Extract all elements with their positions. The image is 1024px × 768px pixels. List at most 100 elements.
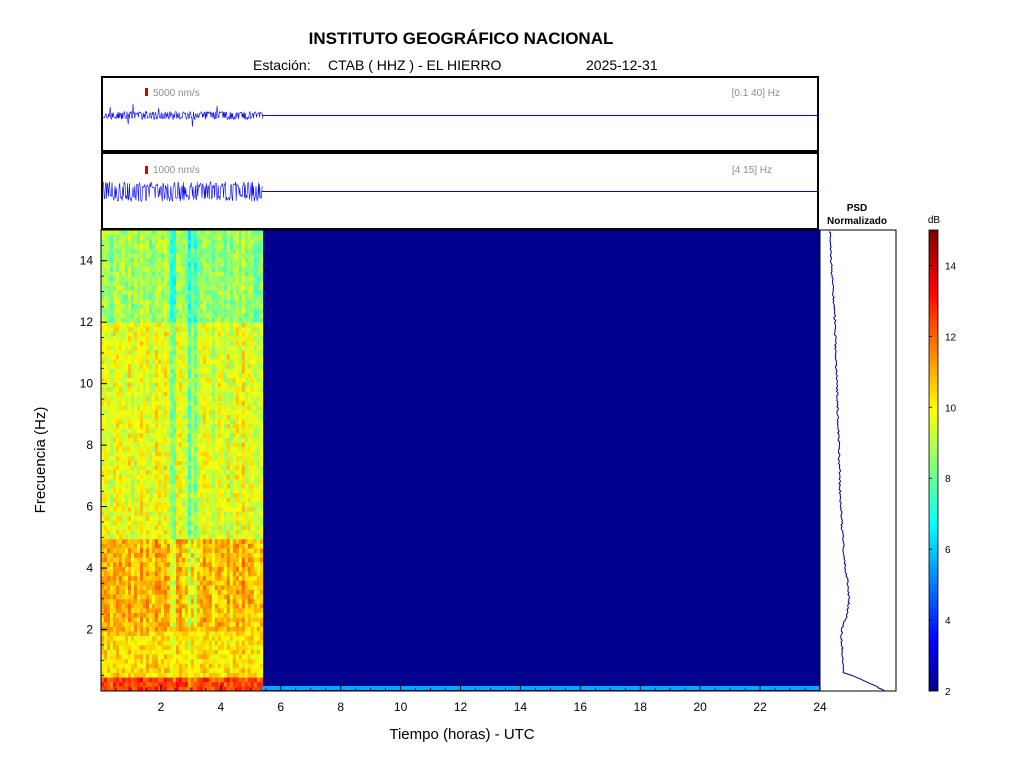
spectrogram-cell	[163, 501, 168, 507]
spectrogram-cell	[121, 644, 126, 650]
spectrogram-cell	[127, 400, 132, 406]
spectrogram-cell	[205, 515, 210, 521]
spectrogram-cell	[109, 432, 114, 438]
spectrogram-cell	[235, 649, 240, 655]
spectrogram-cell	[109, 603, 114, 609]
spectrogram-cell	[217, 681, 222, 687]
spectrogram-cell	[130, 299, 135, 305]
spectrogram-cell	[151, 548, 156, 554]
spectrogram-cell	[151, 511, 156, 517]
spectrogram-cell	[121, 405, 126, 411]
filter-label-broadband: [0.1 40] Hz	[732, 88, 780, 99]
spectrogram-cell	[172, 617, 177, 623]
spectrogram-cell	[238, 520, 243, 526]
spectrogram-cell	[151, 667, 156, 673]
spectrogram-cell	[202, 331, 207, 337]
spectrogram-cell	[104, 349, 108, 355]
spectrogram-cell	[142, 672, 147, 678]
spectrogram-cell	[151, 253, 156, 259]
spectrogram-cell	[196, 276, 201, 282]
spectrogram-cell	[232, 538, 237, 544]
spectrogram-cell	[104, 548, 108, 554]
spectrogram-cell	[232, 631, 237, 637]
spectrogram-cell	[211, 557, 216, 563]
spectrogram-cell	[118, 331, 123, 337]
spectrogram-cell	[136, 474, 141, 480]
spectrogram-cell	[172, 571, 177, 577]
spectrogram-cell	[121, 580, 126, 586]
spectrogram-cell	[211, 598, 216, 604]
spectrogram-cell	[160, 442, 165, 448]
spectrogram-cell	[106, 239, 111, 245]
spectrogram-cell	[193, 469, 198, 475]
spectrogram-cell	[205, 649, 210, 655]
spectrogram-cell	[127, 285, 132, 291]
spectrogram-cell	[202, 234, 207, 240]
spectrogram-cell	[214, 686, 219, 692]
spectrogram-cell	[151, 382, 156, 388]
spectrogram-cell	[172, 474, 177, 480]
spectrogram-cell	[217, 460, 222, 466]
spectrogram-cell	[148, 276, 153, 282]
spectrogram-cell	[187, 437, 192, 443]
spectrogram-cell	[112, 428, 117, 434]
spectrogram-cell	[220, 234, 225, 240]
spectrogram-cell	[157, 359, 162, 365]
spectrogram-cell	[169, 677, 174, 683]
spectrogram-cell	[145, 598, 150, 604]
spectrogram-cell	[136, 451, 141, 457]
spectrogram-cell	[208, 644, 213, 650]
spectrogram-cell	[151, 460, 156, 466]
spectrogram-cell	[217, 299, 222, 305]
spectrogram-cell	[205, 253, 210, 259]
spectrogram-cell	[104, 520, 108, 526]
spectrogram-cell	[235, 658, 240, 664]
spectrogram-cell	[184, 414, 189, 420]
spectrogram-cell	[166, 589, 171, 595]
spectrogram-cell	[244, 534, 249, 540]
spectrogram-cell	[187, 317, 192, 323]
spectrogram-cell	[106, 308, 111, 314]
spectrogram-cell	[136, 571, 141, 577]
spectrogram-cell	[163, 359, 168, 365]
spectrogram-cell	[190, 419, 195, 425]
spectrogram-cell	[241, 681, 246, 687]
spectrogram-cell	[190, 589, 195, 595]
spectrogram-cell	[232, 561, 237, 567]
spectrogram-cell	[229, 497, 234, 503]
spectrogram-cell	[244, 525, 249, 531]
spectrogram-cell	[178, 501, 183, 507]
spectrogram-cell	[181, 571, 186, 577]
spectrogram-cell	[166, 336, 171, 342]
spectrogram-cell	[187, 423, 192, 429]
spectrogram-cell	[220, 276, 225, 282]
spectrogram-cell	[235, 276, 240, 282]
spectrogram-cell	[115, 349, 120, 355]
spectrogram-cell	[208, 419, 213, 425]
spectrogram-cell	[193, 465, 198, 471]
spectrogram-cell	[196, 345, 201, 351]
spectrogram-cell	[232, 340, 237, 346]
spectrogram-cell	[190, 308, 195, 314]
spectrogram-cell	[193, 488, 198, 494]
spectrogram-cell	[181, 317, 186, 323]
spectrogram-cell	[238, 534, 243, 540]
spectrogram-cell	[244, 667, 249, 673]
spectrogram-cell	[101, 294, 105, 300]
spectrogram-cell	[124, 400, 129, 406]
spectrogram-cell	[148, 432, 153, 438]
spectrogram-cell	[115, 442, 120, 448]
spectrogram-cell	[142, 501, 147, 507]
spectrogram-cell	[220, 386, 225, 392]
spectrogram-cell	[124, 266, 129, 272]
spectrogram-cell	[139, 336, 144, 342]
spectrogram-cell	[214, 488, 219, 494]
spectrogram-cell	[133, 280, 138, 286]
spectrogram-cell	[193, 363, 198, 369]
spectrogram-cell	[104, 386, 108, 392]
spectrogram-cell	[202, 561, 207, 567]
spectrogram-cell	[104, 345, 108, 351]
spectrogram-cell	[187, 400, 192, 406]
spectrogram-cell	[118, 506, 123, 512]
